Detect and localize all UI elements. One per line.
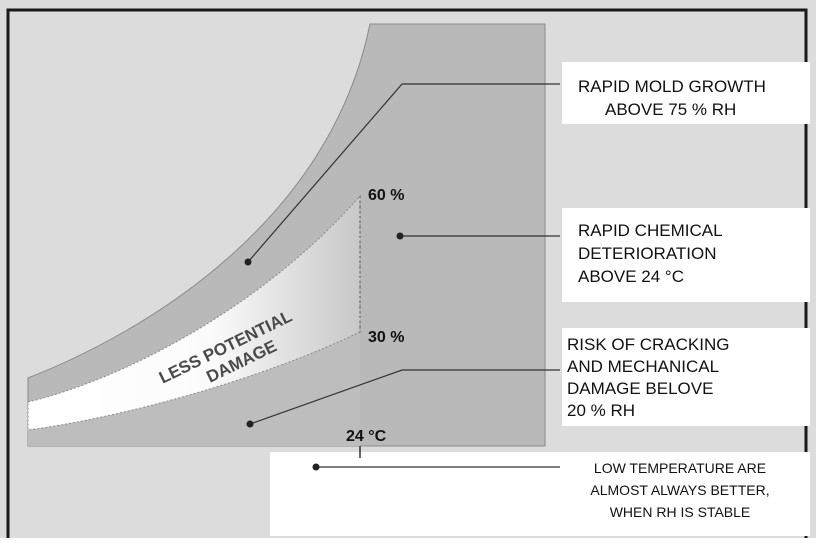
mold-leader-line: [247, 83, 560, 263]
chemical-label-line-3: ABOVE 24 °C: [578, 267, 684, 286]
mold-label-line-2: ABOVE 75 % RH: [605, 100, 736, 119]
cracking-label-line-4: 20 % RH: [567, 401, 635, 420]
upper-rh-label: 60 %: [368, 187, 404, 204]
damage-zone: [27, 23, 546, 447]
lower-rh-label: 30 %: [368, 329, 404, 346]
cracking-label-line-2: AND MECHANICAL: [567, 357, 719, 376]
chemical-annotation-panel: [562, 208, 810, 302]
low-temperature-line-2: ALMOST ALWAYS BETTER,: [590, 482, 769, 498]
chemical-label-line-1: RAPID CHEMICAL: [578, 221, 723, 240]
low-temperature-leader-dot: [312, 463, 320, 471]
cracking-annotation-panel: [562, 328, 810, 426]
mold-label-line-1: RAPID MOLD GROWTH: [578, 77, 766, 96]
low-temperature-line-3: WHEN RH IS STABLE: [610, 504, 751, 520]
low-temperature-panel: [270, 452, 810, 536]
cracking-label-line-1: RISK OF CRACKING: [567, 335, 729, 354]
temperature-label: 24 °C: [346, 428, 387, 445]
cracking-leader-line: [249, 369, 560, 425]
low-temperature-line-1: LOW TEMPERATURE ARE: [594, 460, 766, 476]
mold-annotation-panel: [562, 62, 810, 124]
low-rh-zone: [28, 332, 360, 446]
chemical-leader-dot: [396, 232, 404, 240]
mold-leader-dot: [244, 258, 252, 266]
cracking-label-line-3: DAMAGE BELOVE: [567, 379, 713, 398]
cracking-leader-dot: [246, 420, 254, 428]
chemical-label-line-2: DETERIORATION: [578, 244, 717, 263]
